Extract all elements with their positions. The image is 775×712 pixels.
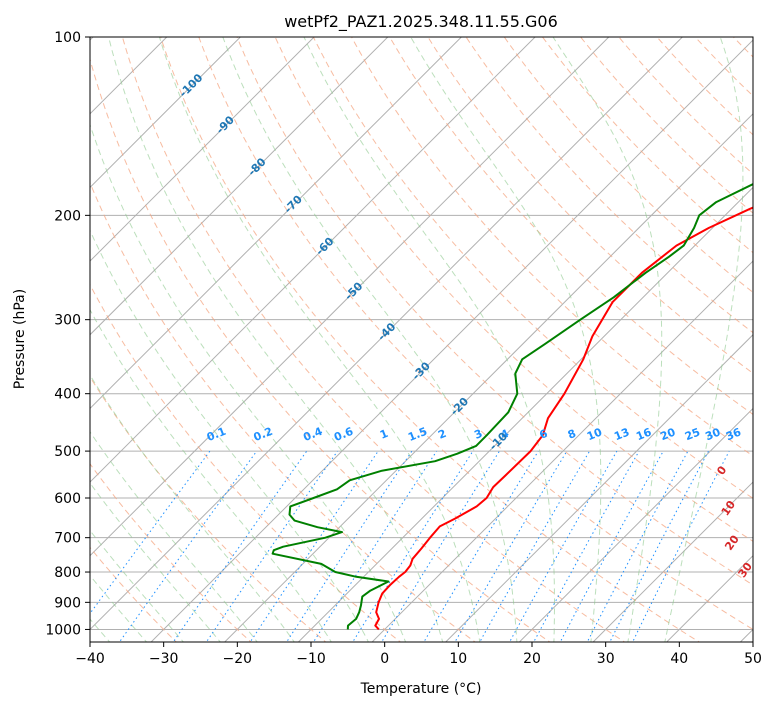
isotherm-line [222, 24, 775, 645]
x-tick-label: 20 [523, 651, 541, 667]
chart-title: wetPf2_PAZ1.2025.348.11.55.G06 [284, 12, 558, 32]
moist-adiabat-line [67, 37, 407, 644]
moist-adiabat-line [0, 37, 296, 644]
x-tick-label: 0 [380, 651, 389, 667]
mixing-ratio-label: 0.1 [205, 425, 228, 444]
mixing-ratio-label: 16 [634, 425, 653, 443]
moist-adiabat-label: 10 [719, 498, 739, 518]
mixing-ratio-label: 8 [566, 427, 578, 442]
y-tick-label: 100 [54, 30, 81, 46]
mixing-ratio-line [312, 451, 437, 644]
mixing-ratio-label: 13 [612, 425, 631, 443]
dry-adiabat-line [758, 24, 775, 645]
x-tick-label: −30 [149, 651, 179, 667]
moist-adiabat-line [159, 37, 480, 644]
isotherm-line [149, 24, 770, 645]
mixing-ratio-line [118, 451, 257, 644]
isotherm-line [738, 24, 775, 645]
mixing-ratio-label: 20 [658, 425, 677, 443]
plot-frame [90, 37, 753, 642]
x-tick-label: 10 [449, 651, 467, 667]
y-tick-label: 1000 [45, 622, 81, 638]
isotherm-line [1, 24, 622, 645]
dry-adiabat-line [457, 24, 775, 645]
y-tick-label: 400 [54, 387, 81, 403]
moist-adiabat-line [304, 37, 555, 644]
x-axis-title: Temperature (°C) [360, 681, 482, 697]
moist-adiabat-line [0, 37, 222, 644]
dry-adiabat-line [232, 24, 775, 645]
x-tick-label: 50 [744, 651, 762, 667]
mixing-ratio-line [422, 451, 538, 644]
mixing-ratio-label: 3 [472, 427, 484, 442]
dry-adiabat-line [533, 24, 775, 645]
mixing-ratio-label: 2 [436, 427, 448, 442]
mixing-ratio-line [68, 451, 210, 644]
x-tick-label: −20 [223, 651, 253, 667]
mixing-ratio-label: 10 [585, 425, 604, 443]
x-tick-label: 30 [597, 651, 615, 667]
isotherm-line [591, 24, 775, 645]
dry-adiabat-line [721, 24, 775, 645]
isotherm-line [517, 24, 775, 645]
y-tick-label: 300 [54, 313, 81, 329]
mixing-ratio-label: 0.2 [252, 425, 275, 444]
dry-adiabat-line [0, 24, 254, 645]
mixing-ratio-label: 30 [703, 425, 722, 443]
y-tick-label: 700 [54, 531, 81, 547]
dry-adiabat-line [44, 24, 479, 645]
x-tick-label: −40 [75, 651, 105, 667]
y-tick-label: 600 [54, 491, 81, 507]
dry-adiabat-line [382, 24, 775, 645]
moist-adiabat-line [32, 37, 370, 644]
isotherm-line [0, 24, 254, 645]
mixing-ratio-line [454, 451, 567, 644]
dry-adiabat-line [646, 24, 775, 645]
dry-adiabat-line [119, 24, 628, 645]
mixing-ratio-line [631, 451, 729, 644]
mixing-ratio-label: 1 [378, 427, 390, 442]
x-tick-label: 40 [670, 651, 688, 667]
dry-adiabat-line [269, 24, 775, 645]
mixing-ratio-label: 36 [724, 425, 743, 443]
x-tick-label: −10 [296, 651, 326, 667]
moist-adiabat-line [109, 37, 444, 644]
moist-adiabat-label: 40 [759, 585, 775, 605]
mixing-ratio-line [351, 451, 473, 644]
dewpoint-profile-line [273, 37, 775, 629]
isotherm-line [296, 24, 775, 645]
isotherm-line [664, 24, 775, 645]
dry-adiabat-line [570, 24, 775, 645]
dry-adiabat-line [6, 24, 404, 645]
profile-lines [273, 37, 775, 629]
dry-adiabat-line [420, 24, 775, 645]
moist-adiabat-line [1, 37, 333, 644]
dry-adiabat-line [683, 24, 775, 645]
moist-adiabat-label: 20 [722, 533, 742, 553]
y-tick-label: 500 [54, 444, 81, 460]
mixing-ratio-line [559, 451, 663, 644]
dry-adiabat-line [194, 24, 775, 645]
y-axis-title: Pressure (hPa) [12, 289, 28, 389]
dry-adiabat-line [81, 24, 553, 645]
moist-adiabat-label: 30 [736, 560, 756, 580]
y-tick-label: 900 [54, 595, 81, 611]
y-tick-label: 800 [54, 565, 81, 581]
isotherm-line [0, 24, 401, 645]
mixing-ratio-label: 25 [683, 425, 702, 443]
y-tick-label: 200 [54, 208, 81, 224]
mixing-ratio-label: 0.4 [301, 425, 324, 444]
